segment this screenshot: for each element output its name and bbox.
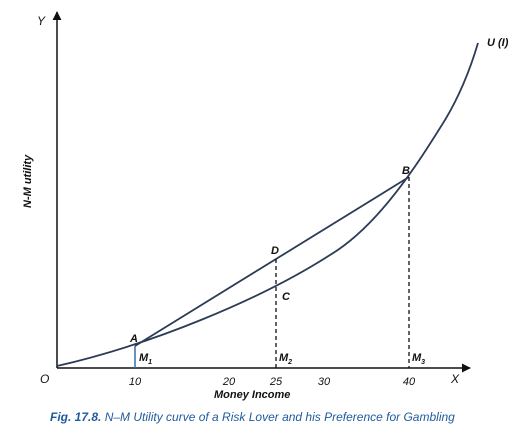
y-axis-letter: Y: [37, 14, 46, 28]
curve-label: U (I): [487, 37, 509, 49]
point-b-label: B: [402, 165, 410, 177]
point-c-label: C: [282, 291, 291, 303]
x-axis-letter: X: [450, 372, 460, 386]
x-tick-label: 10: [129, 376, 142, 388]
figure-caption: Fig. 17.8. N–M Utility curve of a Risk L…: [50, 410, 455, 424]
utility-curve: [56, 42, 479, 367]
x-tick-label: 30: [318, 376, 331, 388]
y-axis-title: N-M utility: [22, 154, 34, 208]
chord-ab: [134, 176, 410, 347]
x-tick-label: 40: [403, 376, 416, 388]
point-d-label: D: [271, 245, 279, 257]
m2-label: M2: [279, 352, 292, 366]
x-axis-title: Money Income: [214, 389, 290, 401]
m1-label: M1: [139, 352, 152, 366]
origin-label: O: [40, 372, 49, 386]
caption-text: N–M Utility curve of a Risk Lover and hi…: [101, 410, 455, 424]
x-tick-label: 20: [222, 376, 236, 388]
point-a-label: A: [129, 333, 138, 345]
caption-number: Fig. 17.8.: [50, 410, 101, 424]
m3-label: M3: [412, 352, 425, 366]
x-tick-label: 25: [269, 376, 283, 388]
